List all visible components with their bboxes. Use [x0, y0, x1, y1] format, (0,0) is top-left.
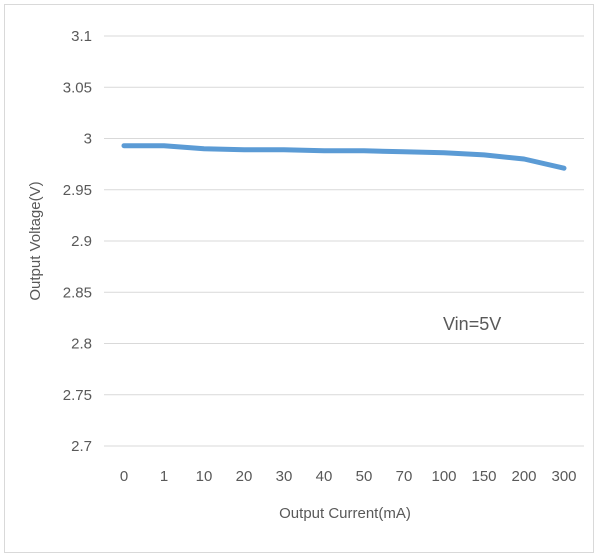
vin-annotation: Vin=5V [443, 314, 501, 334]
series-group [121, 143, 567, 171]
y-tick-label: 2.8 [71, 336, 92, 353]
x-tick-label: 70 [396, 468, 413, 485]
x-tick-label: 150 [471, 468, 496, 485]
x-tick-label: 10 [196, 468, 213, 485]
y-tick-label: 3.1 [71, 28, 92, 45]
x-tick-label: 1 [160, 468, 168, 485]
y-tick-label: 2.85 [63, 284, 92, 301]
x-tick-label: 30 [276, 468, 293, 485]
y-tick-label: 2.9 [71, 233, 92, 250]
chart-frame [4, 4, 594, 553]
x-tick-label: 20 [236, 468, 253, 485]
y-axis-title: Output Voltage(V) [27, 181, 44, 300]
y-tick-label: 3 [84, 131, 92, 148]
y-tick-label: 2.7 [71, 438, 92, 455]
y-tick-label: 3.05 [63, 79, 92, 96]
x-axis-title: Output Current(mA) [279, 505, 411, 522]
x-tick-label: 50 [356, 468, 373, 485]
y-tick-label: 2.75 [63, 387, 92, 404]
x-tick-label: 0 [120, 468, 128, 485]
x-tick-label: 300 [551, 468, 576, 485]
y-tick-label: 2.95 [63, 182, 92, 199]
x-tick-label: 40 [316, 468, 333, 485]
series-line-0 [121, 143, 567, 171]
y-tick-labels: 2.7 2.75 2.8 2.85 2.9 2.95 3 3.05 3.1 [63, 28, 92, 455]
gridlines [104, 35, 584, 447]
x-tick-label: 100 [431, 468, 456, 485]
x-tick-labels: 0 1 10 20 30 40 50 70 100 150 200 300 [120, 468, 577, 485]
x-tick-label: 200 [511, 468, 536, 485]
